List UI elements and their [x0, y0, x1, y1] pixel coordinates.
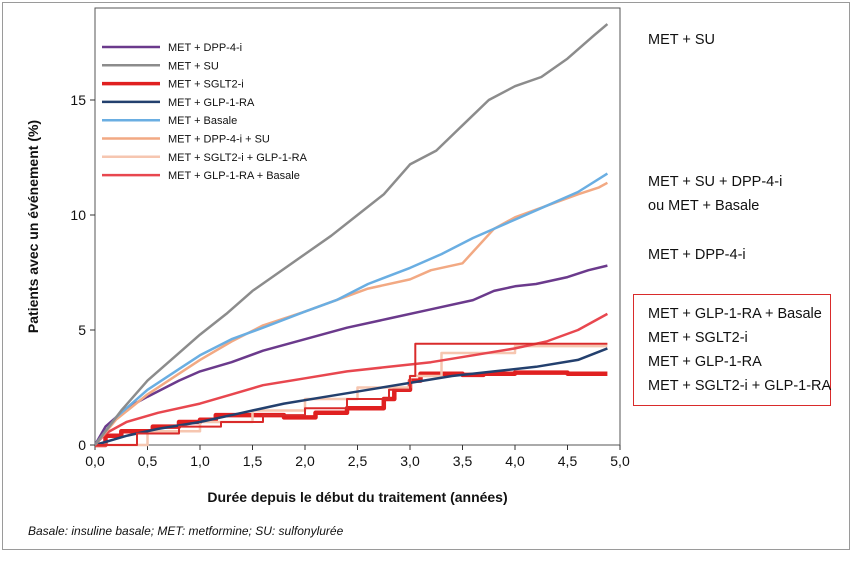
y-tick-label: 5	[78, 322, 86, 338]
x-tick-label: 5,0	[610, 453, 630, 469]
y-axis-title: Patients avec un événement (%)	[25, 120, 41, 333]
x-tick-label: 0,5	[138, 453, 158, 469]
x-tick-label: 4,5	[558, 453, 578, 469]
x-tick-label: 1,0	[190, 453, 210, 469]
series-line-8	[95, 342, 608, 446]
figure-frame	[2, 2, 850, 550]
series-line-1	[94, 23, 609, 446]
y-tick-label: 0	[78, 437, 86, 453]
legend-label: MET + GLP-1-RA + Basale	[168, 170, 300, 182]
legend-label: MET + SU	[168, 60, 219, 72]
legend-label: MET + SGLT2-i	[168, 79, 244, 91]
annotation-met-su-dpp4: MET + SU + DPP-4-i	[648, 174, 783, 190]
x-tick-label: 2,0	[295, 453, 315, 469]
annotation-boxed-2: MET + SGLT2-i	[648, 330, 748, 346]
annotation-or-met-basale: ou MET + Basale	[648, 198, 760, 214]
x-tick-label: 2,5	[348, 453, 368, 469]
x-tick-label: 1,5	[243, 453, 263, 469]
legend-label: MET + Basale	[168, 115, 237, 127]
annotation-boxed-3: MET + GLP-1-RA	[648, 354, 762, 370]
x-tick-label: 0,0	[85, 453, 105, 469]
x-axis-title: Durée depuis le début du traitement (ann…	[207, 489, 507, 505]
legend-label: MET + DPP-4-i + SU	[168, 134, 270, 146]
x-tick-label: 3,5	[453, 453, 473, 469]
series-line-6	[95, 344, 608, 447]
series-line-5	[94, 181, 609, 446]
footnote: Basale: insuline basale; MET: metformine…	[28, 524, 344, 538]
series-line-3	[94, 347, 608, 447]
plot-area	[94, 7, 621, 446]
y-tick-label: 10	[70, 207, 86, 223]
annotation-met-su: MET + SU	[648, 32, 716, 48]
y-tick-label: 15	[70, 92, 86, 108]
annotation-boxed-1: MET + GLP-1-RA + Basale	[648, 306, 822, 322]
series-line-4	[94, 172, 609, 446]
annotation-box	[633, 294, 831, 406]
series-line-7	[94, 312, 609, 446]
legend-label: MET + SGLT2-i + GLP-1-RA	[168, 152, 308, 164]
x-tick-label: 3,0	[400, 453, 420, 469]
annotation-met-dpp4: MET + DPP-4-i	[648, 247, 746, 263]
legend-label: MET + DPP-4-i	[168, 42, 242, 54]
annotation-boxed-4: MET + SGLT2-i + GLP-1-RA	[648, 378, 832, 394]
km-chart: 0,0 0,5 1,0 1,5 2,0 2,5 3,0 3,5 4,0 4,5 5,0 0 5 10 15 D…	[25, 7, 630, 505]
series-line-0	[93, 264, 608, 446]
x-tick-label: 4,0	[505, 453, 525, 469]
legend-label: MET + GLP-1-RA	[168, 97, 255, 109]
